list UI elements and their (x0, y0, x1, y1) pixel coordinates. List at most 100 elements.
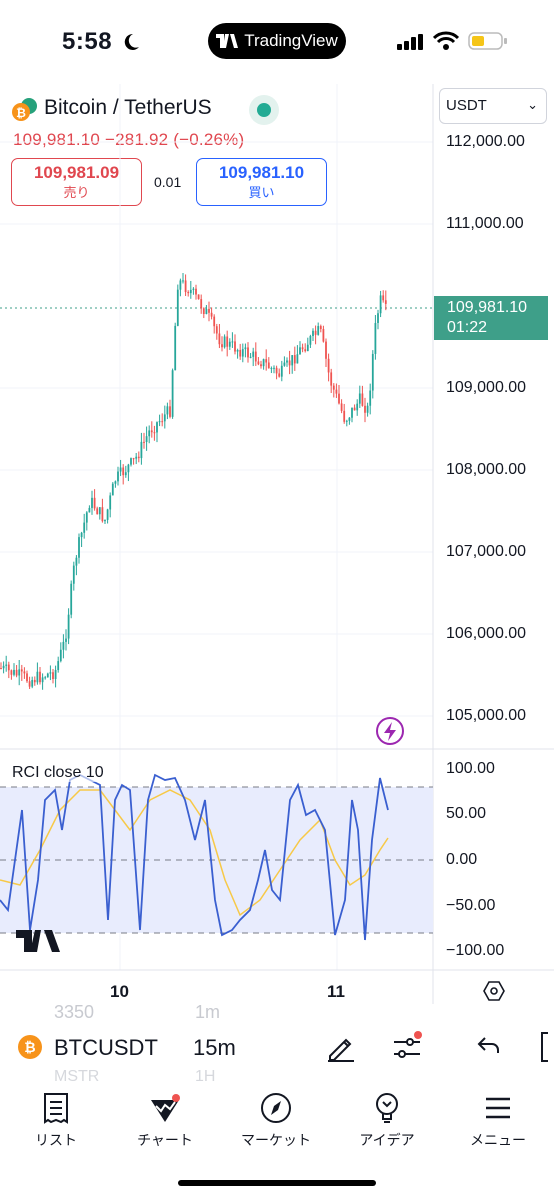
bar-countdown: 01:22 (447, 319, 488, 336)
candle-body (26, 673, 28, 682)
candle-body (70, 583, 73, 615)
candle-body (93, 497, 96, 509)
candle-body (358, 393, 361, 404)
candle-body (33, 679, 36, 683)
undo-icon[interactable] (472, 1032, 502, 1062)
market-open-icon[interactable] (248, 94, 280, 126)
moon-icon (124, 33, 139, 50)
candle-body (127, 464, 130, 473)
buy-label: 買い (248, 185, 275, 200)
tab-list[interactable]: リスト (6, 1092, 106, 1150)
candle-body (254, 351, 257, 362)
svg-text:₿: ₿ (24, 1039, 35, 1055)
candle-body (262, 359, 265, 367)
chart-toolbar: ₿ BTCUSDT 15m (0, 1018, 554, 1080)
price-chart[interactable] (0, 84, 554, 1004)
candle-body (189, 289, 192, 294)
candle-body (356, 403, 359, 411)
candle-body (351, 407, 353, 418)
rci-label[interactable]: RCI close 10 (12, 764, 104, 782)
candle-body (72, 565, 75, 584)
candle-body (241, 349, 244, 357)
candle-body (317, 326, 320, 335)
candle-body (150, 430, 153, 433)
candle-body (13, 669, 15, 675)
candle-body (161, 421, 164, 423)
candle-body (312, 330, 314, 337)
tab-ideas[interactable]: アイデア (337, 1092, 437, 1150)
buy-button[interactable]: 109,981.10 買い (196, 158, 327, 206)
rci-line (0, 773, 389, 941)
price-tick: 107,000.00 (446, 543, 527, 560)
candle-body (67, 614, 70, 639)
candle-body (114, 481, 117, 484)
candle-body (202, 308, 205, 315)
battery-icon (468, 32, 507, 50)
tab-chart[interactable]: チャート (115, 1092, 215, 1150)
wifi-icon (433, 31, 459, 50)
ghost-interval: 1m (195, 1002, 221, 1022)
candle-body (213, 316, 216, 327)
candle-body (117, 471, 119, 482)
rci-signal-line (0, 789, 389, 917)
candle-body (299, 347, 301, 355)
signal-icon (397, 34, 423, 50)
candle-body (231, 341, 234, 343)
tab-markets[interactable]: マーケット (226, 1092, 326, 1150)
candle-body (384, 300, 387, 304)
candle-body (208, 308, 210, 313)
more-tools-icon[interactable] (534, 1030, 554, 1064)
candle-body (267, 362, 270, 369)
candle-body (169, 406, 171, 417)
rci-tick: −100.00 (446, 942, 505, 959)
tab-label: リスト (35, 1132, 77, 1148)
candle-body (176, 289, 179, 326)
tradingview-watermark-icon (16, 930, 60, 952)
candle-body (228, 341, 231, 347)
candle-body (257, 361, 260, 365)
candle-body (335, 389, 338, 394)
lightning-icon[interactable] (375, 716, 405, 746)
candle-body (106, 509, 109, 520)
candle-body (96, 508, 99, 515)
candle-body (210, 312, 213, 317)
indicators-icon[interactable] (390, 1030, 424, 1064)
symbol-title[interactable]: Bitcoin / TetherUS (44, 96, 212, 119)
rci-tick: 100.00 (446, 760, 495, 777)
candle-body (293, 355, 296, 364)
candle-body (273, 367, 275, 369)
rci-tick: 0.00 (446, 851, 478, 868)
candle-body (124, 472, 127, 476)
candle-body (195, 288, 197, 295)
price-tick: 106,000.00 (446, 625, 527, 642)
candle-body (252, 351, 255, 357)
candle-body (275, 367, 278, 374)
candle-body (0, 668, 2, 669)
candle-body (65, 638, 67, 642)
candle-body (340, 403, 343, 411)
candle-body (80, 532, 83, 538)
candle-body (364, 405, 366, 413)
chart-settings-icon[interactable] (482, 979, 506, 1003)
price-tick: 112,000.00 (446, 133, 525, 150)
bitcoin-tether-icon: ₿ (12, 98, 37, 121)
tab-menu[interactable]: メニュー (448, 1092, 548, 1150)
candle-body (122, 467, 125, 476)
toolbar-interval[interactable]: 15m (193, 1035, 236, 1060)
candle-body (382, 295, 385, 301)
candle-body (39, 671, 41, 683)
spread-value: 0.01 (154, 174, 182, 190)
status-bar: 5:58 TradingView (0, 0, 554, 84)
candle-body (379, 295, 382, 314)
drawing-pen-icon[interactable] (324, 1030, 358, 1064)
candle-body (291, 355, 294, 366)
candle-body (236, 349, 239, 352)
candle-body (174, 325, 177, 371)
toolbar-symbol[interactable]: BTCUSDT (54, 1035, 158, 1060)
candle-body (325, 341, 327, 359)
time-tick: 11 (327, 982, 345, 1001)
currency-select[interactable]: USDT ⌄ (439, 88, 547, 124)
candles-layer (0, 273, 387, 690)
candle-body (374, 322, 377, 354)
candle-body (41, 677, 44, 683)
